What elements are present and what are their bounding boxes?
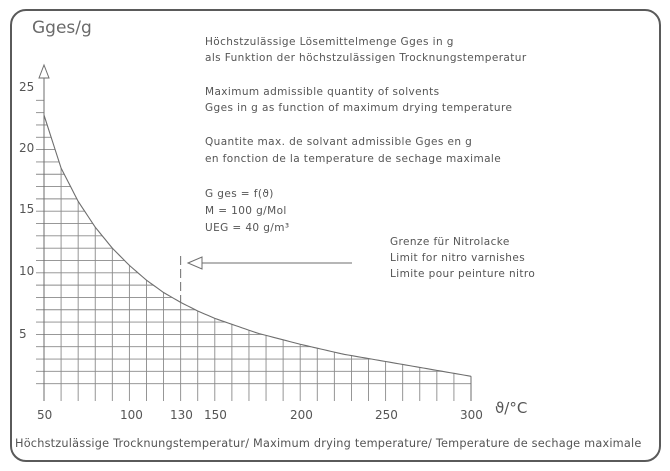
chart-frame [10,9,661,462]
molar-mass: M = 100 g/Mol [205,205,287,217]
title-de-line1: Höchstzulässige Lösemittelmenge Gges in … [205,36,454,48]
limit-label-fr: Limite pour peinture nitro [390,268,536,280]
x-tick-250: 250 [375,408,398,422]
title-en-line1: Maximum admissible quantity of solvents [205,86,440,98]
y-tick-10: 10 [19,264,35,278]
limit-label-de: Grenze für Nitrolacke [390,236,510,248]
x-axis-unit: ϑ/°C [495,399,528,417]
title-de-line2: als Funktion der höchstzulässigen Trockn… [205,52,527,64]
y-tick-5: 5 [19,327,27,341]
x-tick-300: 300 [460,408,483,422]
formula: G ges = f(ϑ) [205,188,274,200]
x-tick-200: 200 [290,408,313,422]
x-tick-50: 50 [37,408,53,422]
title-en-line2: Gges in g as function of maximum drying … [205,102,513,114]
x-tick-100: 100 [120,408,143,422]
x-tick-150: 150 [204,408,227,422]
limit-arrow-icon [186,256,203,270]
title-fr-line1: Quantite max. de solvant admissible Gges… [205,136,473,148]
x-tick-130: 130 [170,408,193,422]
title-fr-line2: en fonction de la temperature de sechage… [205,153,502,165]
y-tick-20: 20 [19,141,35,155]
ueg-value: UEG = 40 g/m³ [205,222,290,234]
y-tick-25: 25 [19,80,35,94]
x-axis-caption: Höchstzulässige Trocknungstemperatur/ Ma… [15,437,642,450]
y-tick-15: 15 [19,202,35,216]
limit-label-en: Limit for nitro varnishes [390,252,526,264]
y-axis-title: Gges/g [32,18,92,38]
